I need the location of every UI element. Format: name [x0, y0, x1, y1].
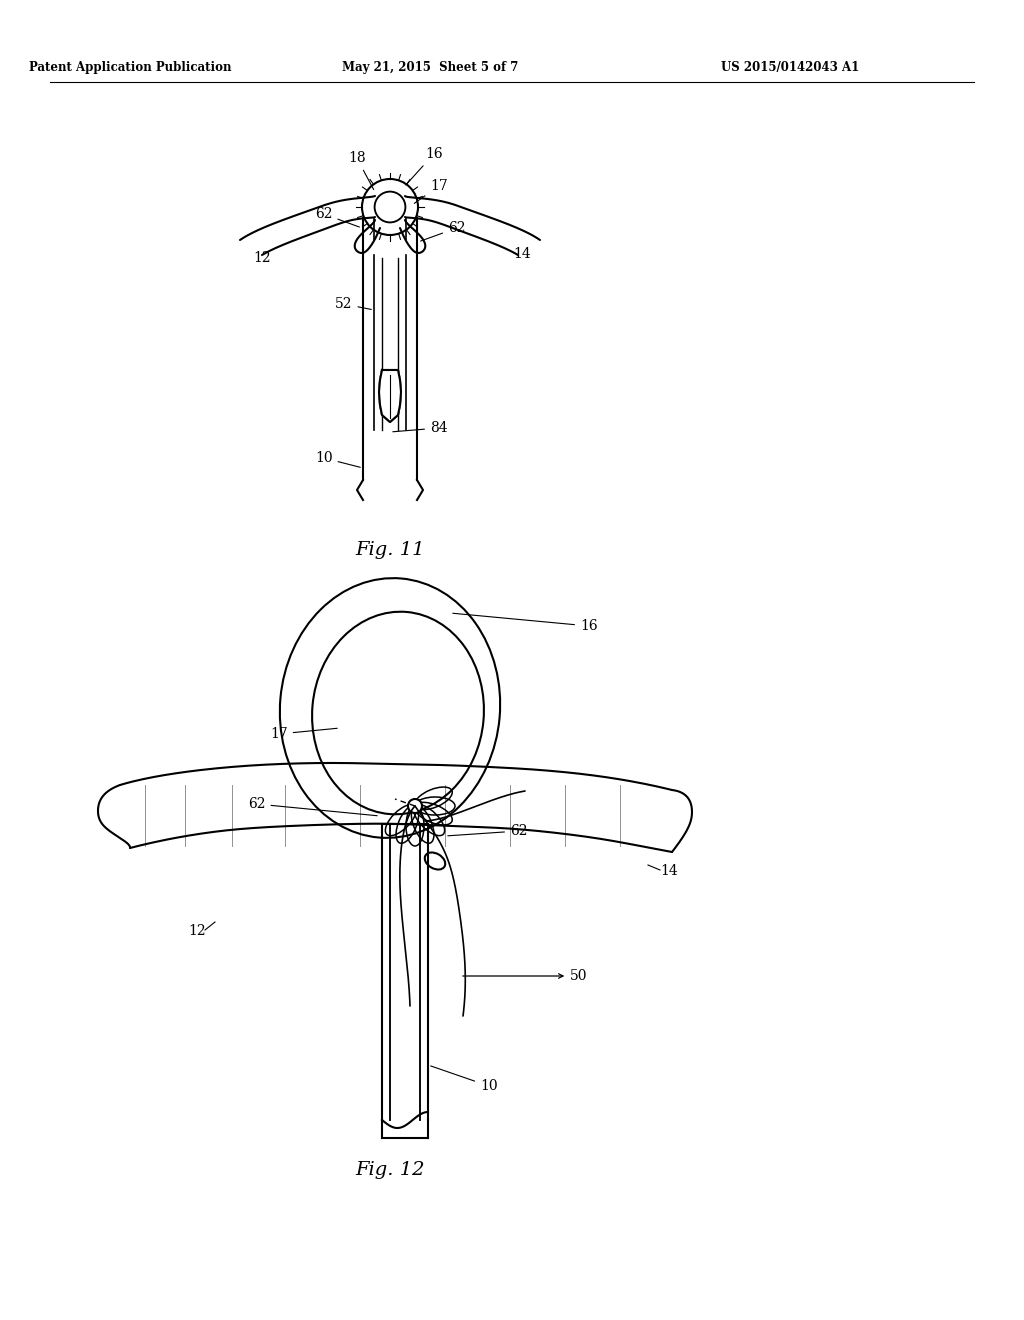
Text: 16: 16	[453, 614, 598, 634]
Text: May 21, 2015  Sheet 5 of 7: May 21, 2015 Sheet 5 of 7	[342, 62, 518, 74]
Text: 16: 16	[406, 147, 442, 185]
Text: 62: 62	[315, 207, 359, 227]
Text: 12: 12	[188, 924, 206, 939]
Text: 50: 50	[463, 969, 588, 983]
Text: US 2015/0142043 A1: US 2015/0142043 A1	[721, 62, 859, 74]
Text: 14: 14	[513, 247, 530, 261]
Text: 84: 84	[393, 421, 447, 436]
Circle shape	[408, 799, 422, 813]
Text: 62: 62	[248, 797, 377, 816]
Text: 10: 10	[315, 451, 360, 467]
Text: 62: 62	[421, 220, 466, 242]
Text: 17: 17	[415, 180, 447, 203]
Text: 18: 18	[348, 150, 374, 190]
Text: 12: 12	[253, 251, 270, 265]
Text: Patent Application Publication: Patent Application Publication	[29, 62, 231, 74]
Text: 10: 10	[431, 1067, 498, 1093]
Text: Fig. 11: Fig. 11	[355, 541, 425, 558]
Text: 17: 17	[270, 727, 337, 741]
Text: 14: 14	[660, 865, 678, 878]
Text: 62: 62	[447, 824, 527, 838]
Text: 52: 52	[335, 297, 372, 312]
Polygon shape	[379, 370, 401, 422]
Text: Fig. 12: Fig. 12	[355, 1162, 425, 1179]
